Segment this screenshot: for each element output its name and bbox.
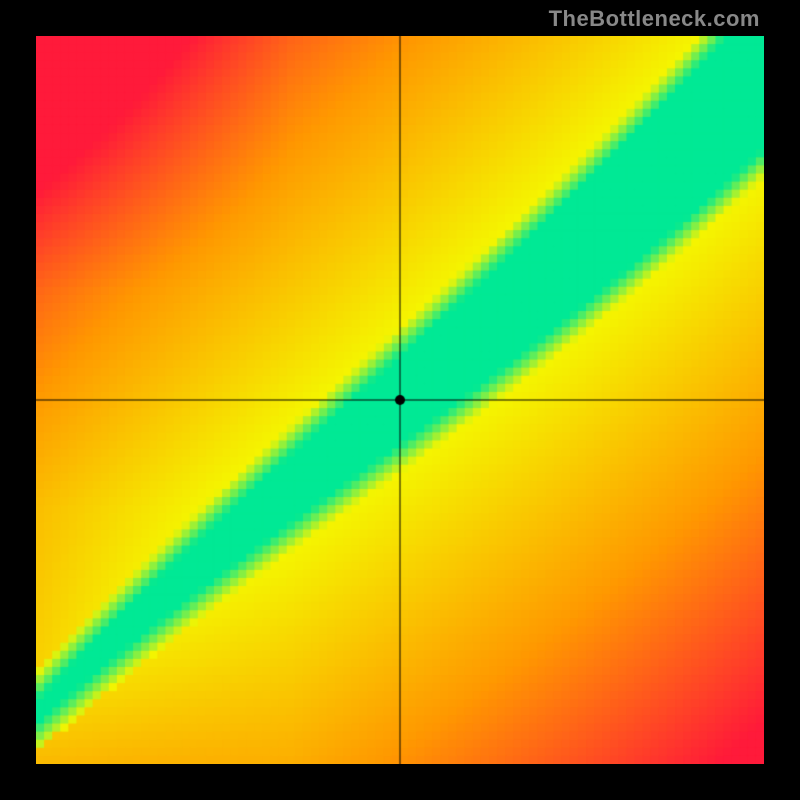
watermark-text: TheBottleneck.com — [549, 6, 760, 32]
chart-container: TheBottleneck.com — [0, 0, 800, 800]
bottleneck-heatmap — [36, 36, 764, 764]
